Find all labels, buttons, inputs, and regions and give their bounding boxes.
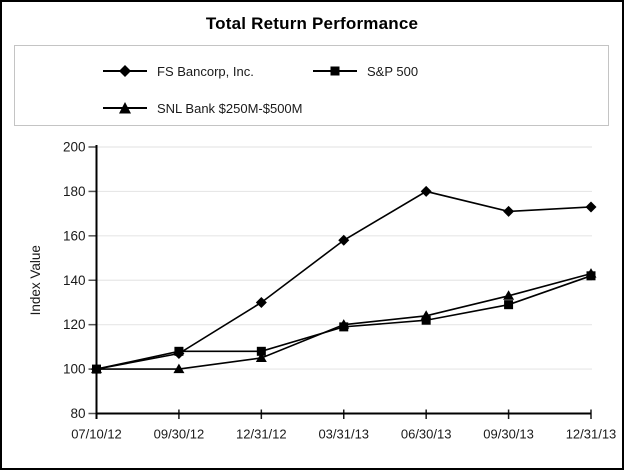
legend-label-sp500: S&P 500 bbox=[367, 63, 419, 79]
x-tick-label: 09/30/13 bbox=[483, 427, 534, 442]
legend-box: FS Bancorp, Inc. S&P 500 SNL Bank $250M-… bbox=[14, 45, 609, 126]
y-tick-label: 120 bbox=[63, 317, 86, 332]
triangle-marker bbox=[420, 310, 432, 320]
x-tick-label: 07/10/12 bbox=[71, 427, 122, 442]
triangle-marker bbox=[585, 268, 597, 278]
square-marker bbox=[504, 300, 514, 310]
diamond-marker bbox=[585, 201, 597, 213]
triangle-marker bbox=[503, 290, 515, 300]
legend-label-snl-bank: SNL Bank $250M-$500M bbox=[157, 100, 303, 116]
y-tick-label: 180 bbox=[63, 184, 86, 199]
diamond-marker bbox=[503, 205, 515, 217]
triangle-marker bbox=[173, 363, 185, 374]
x-tick-label: 06/30/13 bbox=[401, 427, 452, 442]
y-tick-label: 100 bbox=[63, 362, 86, 377]
triangle-marker-icon bbox=[103, 102, 147, 114]
legend-item-sp500: S&P 500 bbox=[313, 63, 418, 79]
x-tick-label: 12/31/13 bbox=[566, 427, 617, 442]
diamond-marker bbox=[255, 296, 267, 308]
square-marker-icon bbox=[313, 66, 357, 76]
square-marker bbox=[421, 315, 431, 325]
legend-item-snl-bank: SNL Bank $250M-$500M bbox=[103, 100, 303, 116]
x-tick-label: 12/31/12 bbox=[236, 427, 287, 442]
x-tick-label: 09/30/12 bbox=[154, 427, 205, 442]
y-tick-label: 140 bbox=[63, 273, 86, 288]
diamond-marker-icon bbox=[103, 65, 147, 77]
x-tick-label: 03/31/13 bbox=[318, 427, 369, 442]
page-title: Total Return Performance bbox=[205, 14, 419, 33]
legend-item-fs-bancorp: FS Bancorp, Inc. bbox=[103, 63, 254, 79]
triangle-marker bbox=[338, 319, 350, 329]
triangle-marker bbox=[91, 363, 102, 374]
diamond-marker bbox=[420, 185, 432, 197]
square-marker bbox=[174, 346, 184, 356]
legend-label-fs-bancorp: FS Bancorp, Inc. bbox=[157, 63, 254, 79]
y-axis-title: Index Value bbox=[28, 245, 43, 315]
y-tick-label: 80 bbox=[70, 406, 85, 421]
y-tick-label: 200 bbox=[63, 140, 86, 155]
square-marker bbox=[256, 346, 266, 356]
triangle-marker bbox=[255, 352, 267, 362]
diamond-marker bbox=[338, 234, 350, 246]
y-tick-label: 160 bbox=[63, 228, 86, 243]
